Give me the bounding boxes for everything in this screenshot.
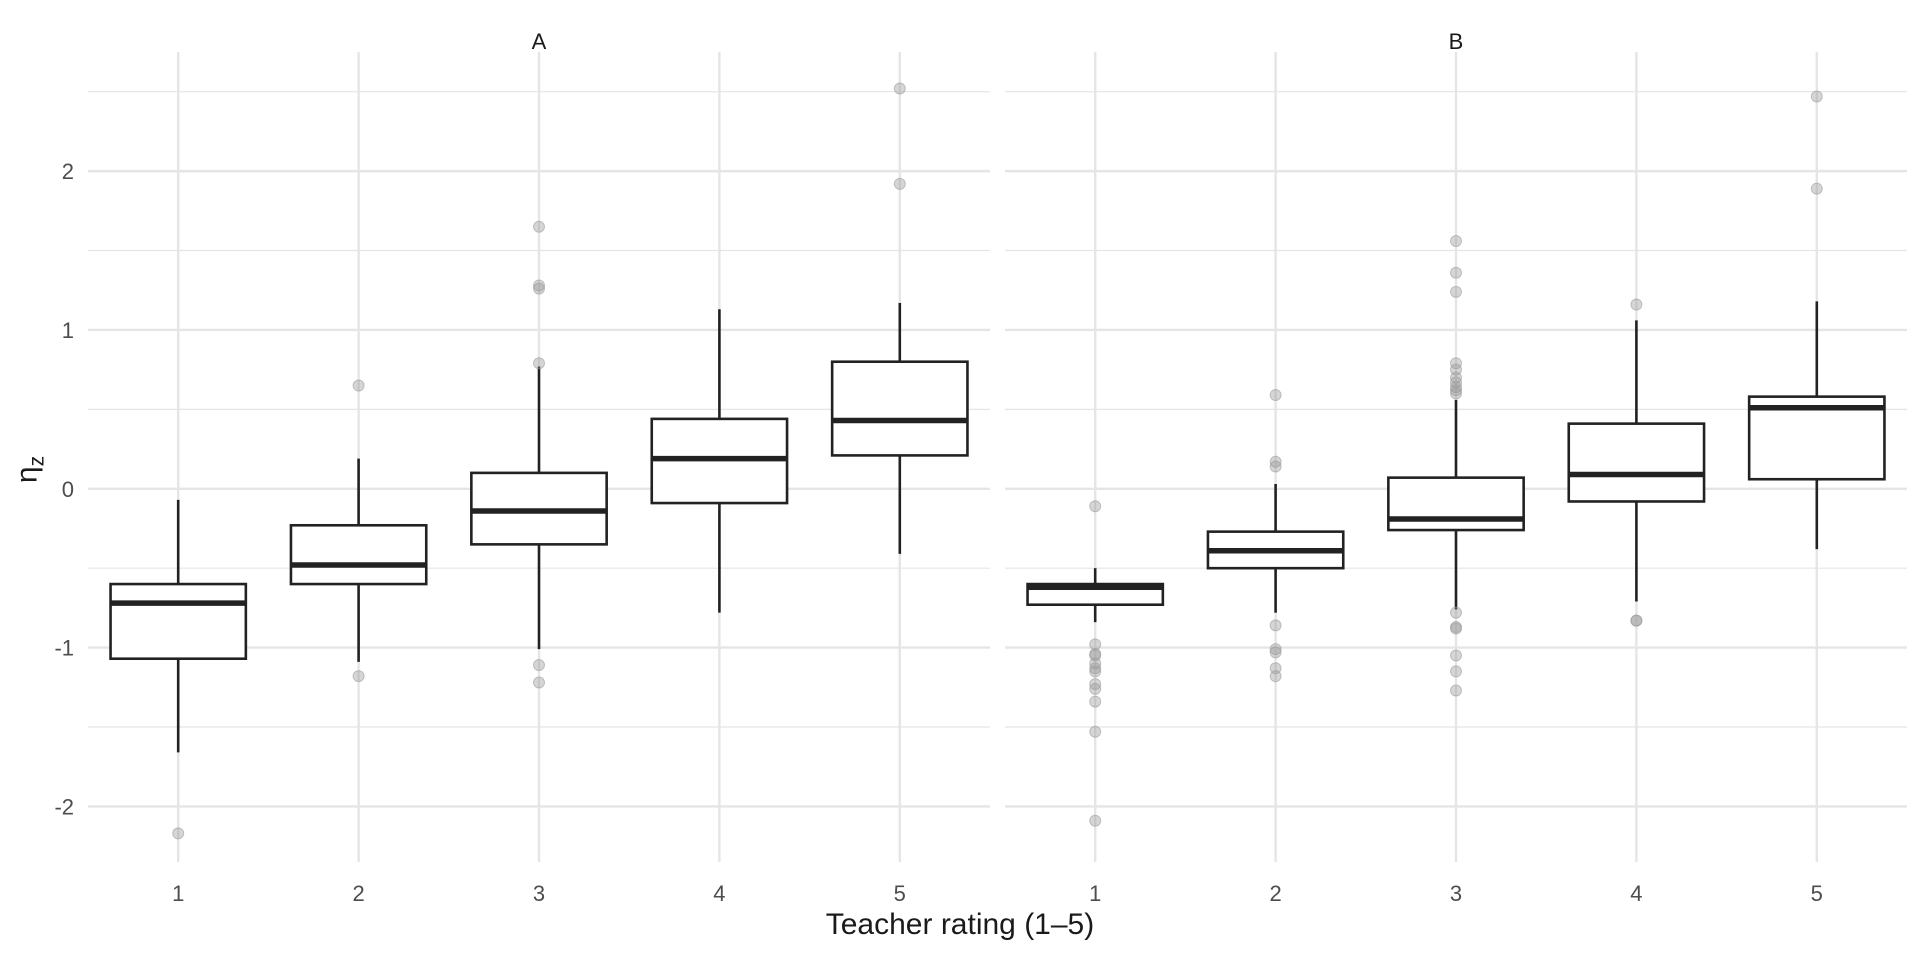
outlier-point <box>172 827 185 840</box>
outlier-point <box>1450 684 1462 697</box>
outlier-point <box>1089 682 1102 695</box>
outlier-point <box>1269 389 1282 402</box>
x-axis-title: Teacher rating (1–5) <box>825 908 1095 941</box>
outlier-point <box>533 220 545 233</box>
outlier-point <box>352 670 365 683</box>
outlier-point <box>893 177 906 190</box>
box-iqr <box>1387 476 1525 532</box>
x-tick-label: 4 <box>713 881 725 906</box>
y-tick-label: -2 <box>54 794 74 819</box>
outlier-point <box>1089 638 1102 651</box>
outlier-point <box>1089 678 1102 691</box>
outlier-point <box>1630 614 1643 627</box>
outlier-point <box>1450 649 1462 662</box>
outlier-point <box>1089 725 1102 738</box>
box-iqr <box>1567 422 1706 503</box>
x-tick-label: 5 <box>1811 881 1823 906</box>
outlier-point <box>1089 695 1102 708</box>
x-tick-label: 5 <box>894 881 906 906</box>
x-tick-label: 1 <box>172 881 184 906</box>
x-tick-label: 1 <box>1089 881 1101 906</box>
y-tick-label: 1 <box>62 318 74 343</box>
outlier-point <box>1450 665 1462 678</box>
x-tick-label: 2 <box>1269 881 1281 906</box>
outlier-point <box>352 379 365 392</box>
outlier-point <box>533 659 545 672</box>
outlier-point <box>1810 182 1823 195</box>
y-tick-label: 2 <box>62 159 74 184</box>
box-iqr <box>109 582 248 661</box>
x-tick-label: 3 <box>1450 881 1462 906</box>
outlier-point <box>1450 376 1462 389</box>
outlier-point <box>1630 298 1643 311</box>
outlier-point <box>1450 606 1462 619</box>
outlier-point <box>1089 647 1102 660</box>
outlier-point <box>533 282 545 295</box>
y-tick-label: -1 <box>54 636 74 661</box>
y-axis-title-subscript: z <box>25 455 49 467</box>
outlier-point <box>1269 455 1282 468</box>
outlier-point <box>1810 90 1823 103</box>
outlier-point <box>1269 460 1282 473</box>
panel-title: B <box>1449 29 1464 54</box>
outlier-point <box>1450 266 1462 279</box>
outlier-point <box>1269 619 1282 632</box>
y-axis-title-eta: η <box>10 466 44 484</box>
panel-title: A <box>532 29 547 54</box>
x-tick-label: 3 <box>533 881 545 906</box>
y-tick-label: 0 <box>62 477 74 502</box>
outlier-point <box>533 357 545 370</box>
x-tick-label: 4 <box>1630 881 1642 906</box>
y-axis-title: ηz <box>11 450 50 490</box>
outlier-point <box>1450 285 1462 298</box>
outlier-point <box>1450 357 1462 370</box>
outlier-point <box>1269 643 1282 656</box>
outlier-point <box>1089 500 1102 513</box>
outlier-point <box>1269 646 1282 659</box>
outlier-point <box>533 676 545 689</box>
outlier-point <box>1089 814 1102 827</box>
x-tick-label: 2 <box>352 881 364 906</box>
box-iqr <box>289 523 428 586</box>
outlier-point <box>1269 662 1282 675</box>
outlier-point <box>1089 662 1102 675</box>
outlier-point <box>1450 363 1462 376</box>
outlier-point <box>533 279 545 292</box>
box-iqr <box>830 360 969 457</box>
outlier-point <box>1450 620 1462 633</box>
outlier-point <box>893 82 906 95</box>
outlier-point <box>1450 235 1462 247</box>
outlier-point <box>1450 381 1462 394</box>
